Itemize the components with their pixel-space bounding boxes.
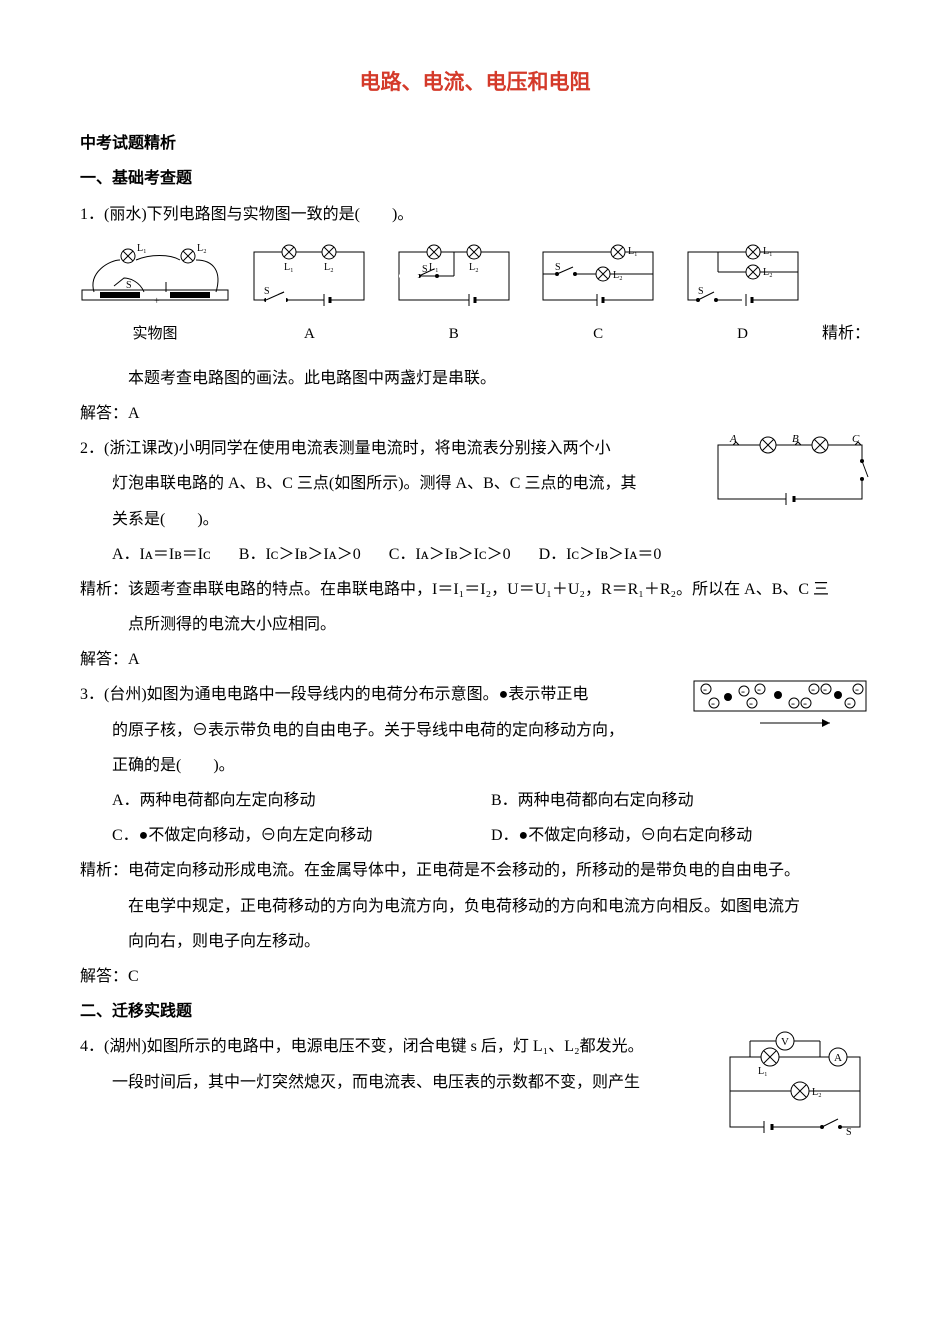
svg-text:-: -: [703, 682, 707, 696]
svg-text:L₁: L₁: [758, 1066, 768, 1077]
q3-optD: D．●不做定向移动，⊖向右定向移动: [491, 818, 870, 853]
q3-analysis1: 精析：电荷定向移动形成电流。在金属导体中，正电荷是不会移动的，所移动的是带负电的…: [80, 853, 870, 888]
svg-text:L₂: L₂: [613, 270, 623, 281]
svg-text:S: S: [422, 264, 428, 275]
question-2: A B C 2．(浙江课改)小明同学在使用电流表测量电流时，将电流表分别接入两个…: [80, 431, 870, 677]
svg-text:L₁: L₁: [628, 246, 638, 257]
question-1: 1．(丽水)下列电路图与实物图一致的是( )。 L₁ L₂: [80, 197, 870, 432]
q2-optC: C．Iᴀ＞Iʙ＞Iᴄ＞0: [389, 537, 511, 572]
q2-figure: A B C: [710, 431, 870, 511]
q2-optD: D．Iᴄ＞Iʙ＞Iᴀ＝0: [539, 537, 662, 572]
q3-answer: 解答：C: [80, 959, 870, 994]
svg-text:-: -: [803, 696, 807, 710]
svg-text:S: S: [264, 286, 270, 297]
q2-answer: 解答：A: [80, 642, 870, 677]
q2-optB: B．Iᴄ＞Iʙ＞Iᴀ＞0: [239, 537, 361, 572]
header-section1: 一、基础考查题: [80, 161, 870, 196]
svg-text:L₁: L₁: [763, 246, 773, 257]
q3-stem3: 正确的是( )。: [80, 748, 870, 783]
q3-analysis3: 向向右，则电子向左移动。: [80, 924, 870, 959]
svg-text:-: -: [855, 682, 859, 696]
q1-answer: 解答：A: [80, 396, 870, 431]
svg-text:B: B: [792, 433, 799, 445]
q2-analysis1: 精析：该题考查串联电路的特点。在串联电路中，I＝I₁＝I₂，U＝U₁＋U₂，R＝…: [80, 572, 870, 607]
q1-label-a: A: [304, 318, 315, 351]
q1-fig-physical: L₁ L₂ S + 实物图: [80, 242, 230, 351]
header-section2: 二、迁移实践题: [80, 994, 870, 1029]
q3-analysis2: 在电学中规定，正电荷移动的方向为电流方向，负电荷移动的方向和电流方向相反。如图电…: [80, 889, 870, 924]
svg-text:L₂: L₂: [763, 267, 773, 278]
svg-text:-: -: [711, 696, 715, 710]
svg-text:-: -: [741, 684, 745, 698]
svg-text:L₁: L₁: [137, 243, 147, 254]
q1-stem: 1．(丽水)下列电路图与实物图一致的是( )。: [80, 197, 870, 232]
q2-optA: A．Iᴀ＝Iʙ＝Iᴄ: [112, 537, 211, 572]
svg-text:-: -: [823, 682, 827, 696]
svg-text:L₂: L₂: [324, 262, 334, 273]
q1-label-c: C: [593, 318, 603, 351]
circuit-b-icon: L₁ L₂ S: [389, 242, 519, 312]
header-exam: 中考试题精析: [80, 126, 870, 161]
svg-text:-: -: [847, 696, 851, 710]
circuit-a-icon: L₁ L₂ S: [244, 242, 374, 312]
svg-text:L₂: L₂: [469, 262, 479, 273]
circuit-c-icon: L₁ L₂ S: [533, 242, 663, 312]
svg-text:S: S: [846, 1127, 852, 1138]
svg-text:-: -: [791, 696, 795, 710]
q4-figure: V L₁ A L₂ S: [720, 1029, 870, 1139]
q1-figures: L₁ L₂ S + 实物图 L₁ L₂: [80, 242, 870, 351]
svg-text:S: S: [126, 280, 132, 291]
q3-optB: B．两种电荷都向右定向移动: [491, 783, 870, 818]
svg-text:L₂: L₂: [812, 1087, 822, 1098]
svg-text:L₁: L₁: [429, 262, 439, 273]
q1-fig-a: L₁ L₂ S A: [244, 242, 374, 351]
q3-optA: A．两种电荷都向左定向移动: [112, 783, 491, 818]
svg-text:A: A: [729, 433, 737, 445]
q1-label-phys: 实物图: [132, 318, 177, 351]
circuit-abc-icon: A B C: [710, 431, 870, 511]
q1-analysis: 本题考查电路图的画法。此电路图中两盏灯是串联。: [80, 361, 870, 396]
svg-text:-: -: [811, 682, 815, 696]
svg-text:+: +: [154, 296, 160, 307]
q3-optC: C．●不做定向移动，⊖向左定向移动: [112, 818, 491, 853]
circuit-physical-icon: L₁ L₂ S +: [80, 242, 230, 312]
page-title: 电路、电流、电压和电阻: [80, 60, 870, 106]
q1-label-b: B: [449, 318, 459, 351]
q1-analysis-prefix-inline: 精析：: [822, 316, 870, 351]
question-3: - - - - - - - - - - - 3．(台州)如图为通电电路中一段导线…: [80, 677, 870, 994]
svg-text:-: -: [749, 696, 753, 710]
svg-text:V: V: [781, 1036, 789, 1048]
circuit-d-icon: L₁ L₂ S: [678, 242, 808, 312]
q1-fig-c: L₁ L₂ S C: [533, 242, 663, 351]
q1-fig-d: L₁ L₂ S D: [678, 242, 808, 351]
q3-options: A．两种电荷都向左定向移动 B．两种电荷都向右定向移动 C．●不做定向移动，⊖向…: [80, 783, 870, 853]
charge-wire-icon: - - - - - - - - - - -: [690, 677, 870, 732]
svg-text:S: S: [698, 286, 704, 297]
question-4: V L₁ A L₂ S 4．(湖州)如图所示的电路中，电源电压不变，闭合电键 s: [80, 1029, 870, 1139]
q2-options: A．Iᴀ＝Iʙ＝Iᴄ B．Iᴄ＞Iʙ＞Iᴀ＞0 C．Iᴀ＞Iʙ＞Iᴄ＞0 D．I…: [80, 537, 870, 572]
svg-text:L₂: L₂: [197, 243, 207, 254]
q1-fig-b: L₁ L₂ S B: [389, 242, 519, 351]
svg-text:A: A: [834, 1052, 842, 1064]
q1-label-d: D: [737, 318, 748, 351]
svg-text:L₁: L₁: [284, 262, 294, 273]
circuit-meters-icon: V L₁ A L₂ S: [720, 1029, 870, 1139]
q2-analysis2: 点所测得的电流大小应相同。: [80, 607, 870, 642]
svg-text:-: -: [757, 682, 761, 696]
q3-figure: - - - - - - - - - - -: [690, 677, 870, 732]
svg-text:S: S: [555, 262, 561, 273]
